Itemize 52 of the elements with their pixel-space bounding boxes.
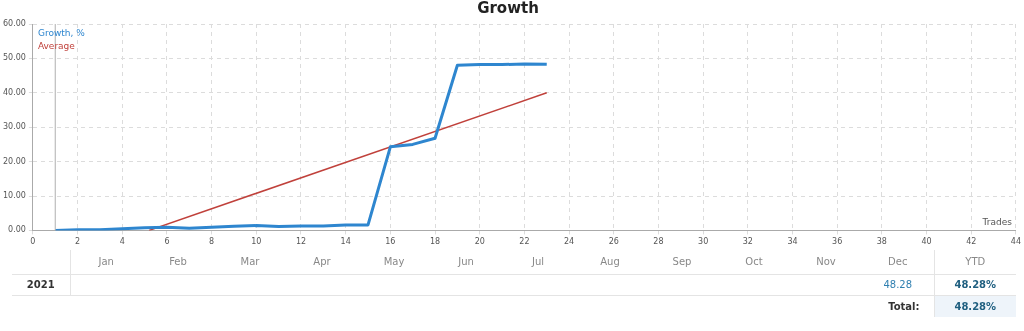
x-tick-label: 20	[474, 237, 485, 247]
x-tick-label: 44	[1010, 237, 1021, 247]
x-tick-label: 32	[742, 237, 753, 247]
x-tick-label: 34	[787, 237, 798, 247]
x-tick-label: 16	[385, 237, 396, 247]
text: Jul	[530, 255, 546, 270]
y-tick-label: 0.00	[8, 225, 26, 235]
x-tick-label: 40	[921, 237, 932, 247]
x-tick-label: 42	[966, 237, 977, 247]
x-tick-label: 22	[519, 237, 530, 247]
x-tick-label: 38	[876, 237, 887, 247]
y-tick-label: 60.00	[3, 19, 26, 29]
x-tick-label: 14	[340, 237, 351, 247]
text: Mar	[239, 255, 261, 270]
text: Feb	[168, 255, 188, 270]
text: Nov	[815, 255, 837, 270]
text: 48.28%	[934, 274, 1016, 295]
y-tick-label: 30.00	[3, 122, 26, 132]
text: 48.28%	[934, 295, 1016, 317]
text: Sep	[671, 255, 693, 270]
x-tick-label: 2	[75, 237, 81, 247]
x-tick-label: 0	[30, 237, 36, 247]
text: May	[382, 255, 406, 270]
text: Total:	[887, 299, 921, 314]
x-tick-label: 10	[251, 237, 262, 247]
y-tick-label: 40.00	[3, 87, 26, 97]
x-tick-label: 24	[563, 237, 575, 247]
x-tick-label: 26	[608, 237, 619, 247]
text: Jan	[97, 255, 115, 270]
text: Average	[37, 40, 76, 51]
text: Jun	[456, 255, 475, 270]
text: Dec	[887, 255, 909, 270]
x-tick-label: 6	[164, 237, 170, 247]
y-tick-label: 20.00	[3, 156, 26, 166]
x-axis-title: Trades	[981, 217, 1013, 228]
x-tick-label: 8	[209, 237, 215, 247]
x-tick-label: 12	[295, 237, 307, 247]
text: Growth, %	[37, 27, 86, 38]
x-tick-label: 18	[429, 237, 441, 247]
text: Oct	[744, 255, 764, 270]
text: Aug	[599, 255, 621, 270]
text: YTD	[934, 250, 1016, 274]
x-tick-label: 36	[832, 237, 843, 247]
y-tick-label: 50.00	[3, 53, 26, 63]
y-tick-label: 10.00	[3, 191, 26, 201]
text: 48.28	[882, 278, 914, 292]
x-tick-label: 4	[119, 237, 125, 247]
text: 2021	[12, 274, 70, 295]
text: Apr	[312, 255, 332, 270]
x-tick-label: 28	[653, 237, 664, 247]
x-tick-label: 30	[698, 237, 709, 247]
chart-title: Growth	[477, 0, 539, 17]
